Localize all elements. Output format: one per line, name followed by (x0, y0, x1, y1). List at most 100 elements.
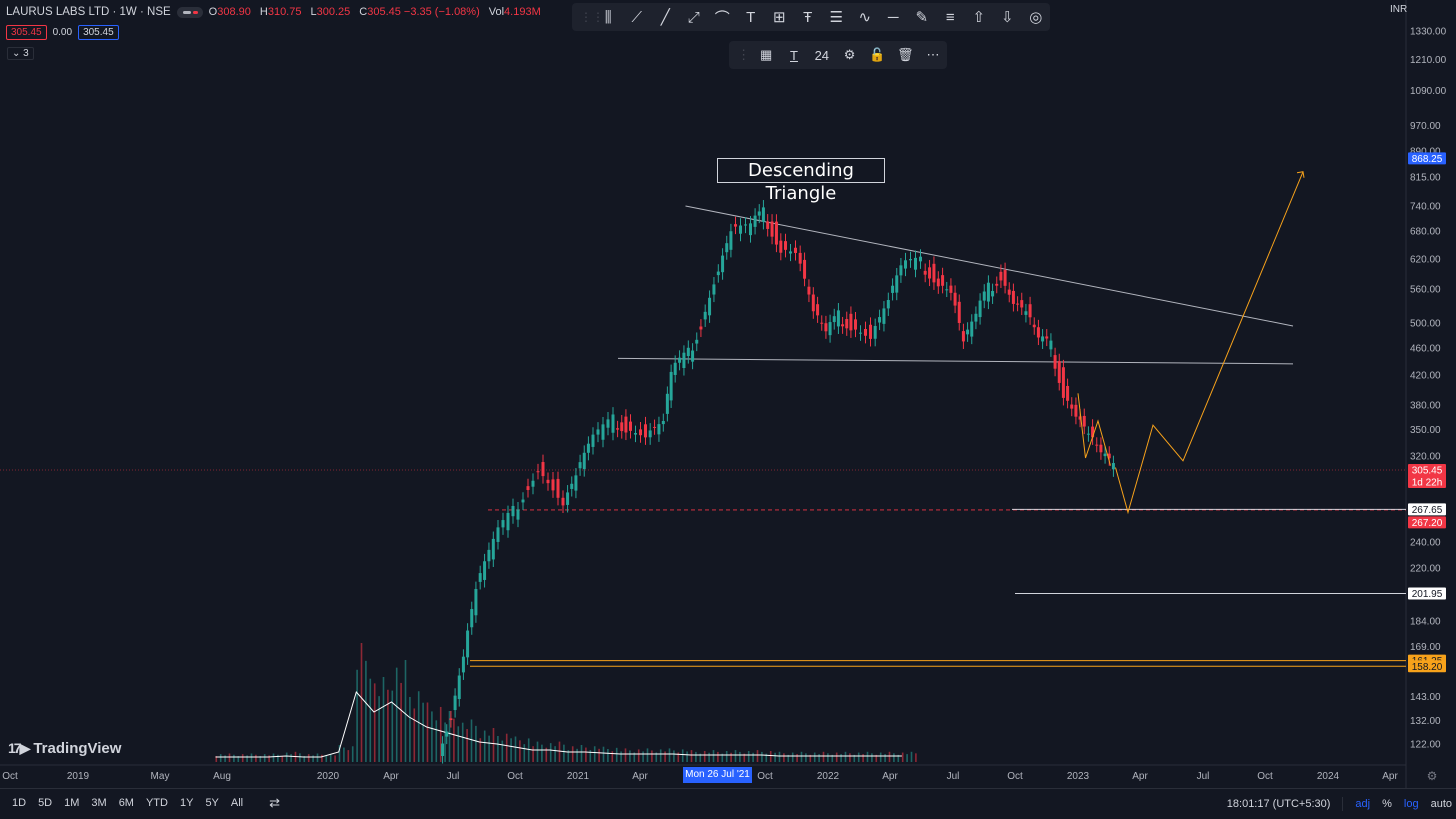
clock-label[interactable]: 18:01:17 (UTC+5:30) (1226, 797, 1331, 810)
volume-bar (725, 750, 728, 762)
wave-icon[interactable]: ∿ (858, 9, 872, 26)
ray-icon[interactable]: ⟋ (631, 8, 642, 26)
log-toggle[interactable]: log (1403, 797, 1419, 810)
lock-icon[interactable]: 🔓 (869, 47, 886, 62)
range-button-ytd[interactable]: YTD (145, 797, 168, 809)
volume-bar (875, 754, 878, 762)
volume-bar (387, 689, 389, 762)
volume-bar (255, 754, 257, 762)
volume-bar (233, 754, 235, 762)
candle-body (859, 332, 862, 334)
trendline-icon[interactable]: ╱ (660, 9, 670, 26)
candle-body (873, 325, 877, 339)
drag-handle-icon[interactable]: ⋮ (737, 47, 751, 62)
text-icon[interactable]: T (746, 8, 756, 26)
volume-bar (629, 750, 631, 762)
volume-bar (809, 754, 812, 762)
sell-button[interactable]: 305.45 (6, 25, 47, 40)
volume-bar (549, 743, 552, 762)
compare-range-icon[interactable]: ⇄ (269, 795, 281, 810)
projection-path (1077, 393, 1111, 466)
candle-body (798, 252, 802, 264)
adj-toggle[interactable]: adj (1355, 797, 1371, 810)
price-label-text: 201.95 (1412, 589, 1443, 600)
candle-body (882, 308, 886, 324)
candle-body (516, 509, 520, 520)
range-button-3m[interactable]: 3M (91, 797, 107, 809)
candle-body (620, 422, 624, 432)
candle-body (1091, 426, 1095, 438)
candle-body (699, 326, 703, 330)
pattern-icon[interactable]: ☰ (829, 9, 843, 26)
volume-bar (378, 696, 380, 762)
target-icon[interactable]: ◎ (1029, 9, 1043, 26)
auto-toggle[interactable]: auto (1430, 797, 1452, 810)
candle-body (1016, 303, 1020, 305)
range-button-1m[interactable]: 1M (64, 797, 80, 809)
range-button-all[interactable]: All (230, 797, 244, 809)
percent-toggle[interactable]: % (1382, 797, 1392, 810)
indicators-toggle[interactable]: ⌄ 3 (7, 47, 34, 60)
visibility-toggle-icon[interactable] (176, 6, 203, 18)
settings-icon[interactable]: ⚙ (1427, 769, 1438, 783)
volume-bar (827, 753, 829, 762)
currency-label[interactable]: INR (1390, 4, 1408, 15)
font-size-button[interactable]: 24 (814, 47, 830, 63)
range-button-6m[interactable]: 6M (118, 797, 134, 809)
candle-body (891, 285, 895, 293)
candle-body (1070, 404, 1074, 409)
drag-handle-icon[interactable]: ⋮⋮ (580, 10, 604, 24)
candle-body (1020, 300, 1024, 308)
candle-body (1032, 324, 1036, 328)
volume-bar (356, 669, 358, 762)
text-anchor-icon[interactable]: Ŧ (803, 8, 813, 26)
volume-bar (761, 751, 763, 762)
range-button-1d[interactable]: 1D (12, 797, 27, 809)
range-button-5d[interactable]: 5D (38, 797, 53, 809)
candle-body (836, 310, 840, 327)
volume-bar (901, 752, 904, 762)
y-tick-label: 320.00 (1410, 452, 1441, 463)
trash-icon[interactable]: 🗑 (896, 47, 914, 62)
volume-bar (497, 735, 499, 762)
volume-bar (752, 752, 754, 762)
candle-body (506, 512, 510, 531)
volume-bar (461, 722, 464, 762)
candles-icon[interactable]: ⫼ (604, 8, 612, 26)
volume-bar (409, 696, 411, 762)
candle-body (770, 221, 774, 237)
candle-body (753, 215, 757, 227)
candle-body (716, 271, 720, 276)
candle-body (1066, 385, 1070, 401)
pattern-annotation[interactable]: Descending Triangle (717, 158, 885, 204)
y-tick-label: 184.00 (1410, 617, 1441, 628)
price-label-box (1408, 464, 1446, 488)
buy-button[interactable]: 305.45 (78, 25, 119, 40)
brush-icon[interactable]: ✎ (915, 9, 929, 26)
grid-icon[interactable]: ⊞ (772, 9, 786, 26)
y-tick-label: 380.00 (1410, 400, 1441, 411)
symbol-title[interactable]: LAURUS LABS LTD · 1W · NSE (6, 6, 171, 18)
horizontal-line-icon[interactable]: ─ (887, 8, 899, 26)
candle-body (766, 221, 770, 229)
candle-body (644, 424, 647, 438)
range-button-1y[interactable]: 1Y (179, 797, 194, 809)
template-icon[interactable]: ▦ (760, 47, 773, 62)
volume-bar (717, 751, 719, 762)
volume-bar (585, 747, 587, 762)
candle-body (957, 301, 961, 323)
arrow-down-icon[interactable]: ⇩ (1000, 9, 1014, 26)
range-button-5y[interactable]: 5Y (205, 797, 219, 809)
candle-body (586, 443, 590, 453)
extended-line-icon[interactable]: ⤢ (687, 8, 700, 26)
volume-bar (373, 683, 376, 762)
arrow-up-icon[interactable]: ⇧ (972, 9, 986, 26)
settings-icon[interactable]: ⚙ (843, 47, 856, 62)
curve-icon[interactable]: ⌒ (714, 9, 730, 27)
menu-lines-icon[interactable]: ≡ (945, 8, 955, 26)
candle-body (601, 424, 605, 440)
candle-body (961, 331, 965, 342)
more-icon[interactable]: ⋯ (926, 47, 940, 62)
text-color-icon[interactable]: T (790, 47, 798, 63)
